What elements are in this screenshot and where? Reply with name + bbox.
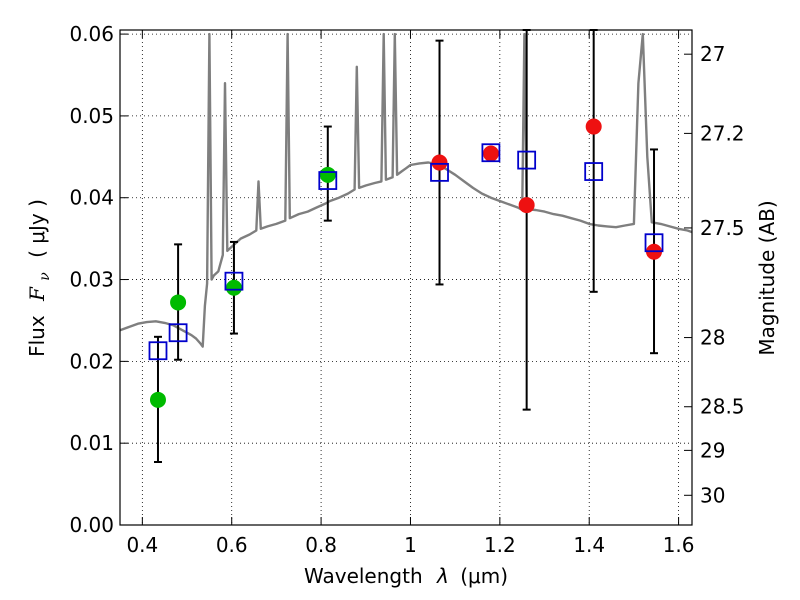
x-axis-label: Wavelength λ (μm) <box>304 564 508 588</box>
x-tick-label: 1.6 <box>663 533 695 557</box>
observed-flux-point <box>482 145 499 162</box>
right-tick-label: 27 <box>700 42 725 66</box>
observed-flux-point <box>149 391 166 408</box>
y-axis-label: Flux F ν ( μJy ) <box>25 199 54 357</box>
model-photometry-square <box>517 150 537 170</box>
observed-flux-point <box>431 154 448 171</box>
observed-flux-point <box>585 118 602 135</box>
y-tick-label: 0.02 <box>69 349 114 373</box>
observed-flux-point <box>225 279 242 296</box>
model-photometry-square <box>430 162 449 182</box>
x-tick-label: 1 <box>404 533 417 557</box>
right-tick-label: 30 <box>700 483 725 507</box>
y-tick-label: 0.03 <box>69 268 114 292</box>
right-tick-label: 28.5 <box>700 395 745 419</box>
model-photometry-square <box>168 323 188 343</box>
x-tick-label: 0.8 <box>305 533 337 557</box>
model-photometry-square <box>584 162 604 181</box>
right-tick-label: 29 <box>700 438 725 462</box>
observed-flux-point <box>170 294 187 311</box>
model-photometry-square <box>644 233 664 253</box>
plot-frame <box>119 29 693 526</box>
x-tick-label: 0.4 <box>126 533 158 557</box>
right-tick-label: 28 <box>700 326 725 350</box>
x-tick-label: 1.2 <box>484 533 516 557</box>
y-tick-label: 0.00 <box>69 513 114 537</box>
right-tick-label: 27.2 <box>700 121 745 145</box>
y-tick-label: 0.06 <box>69 22 114 46</box>
model-photometry-square <box>481 143 501 163</box>
model-photometry-square <box>148 341 168 361</box>
y-tick-label: 0.05 <box>69 104 114 128</box>
axes-ticks: 0.4 0.6 0.8 1 1.2 1.4 1.6 0.00 0.01 0.02 0.03 0.04 0… <box>69 22 744 557</box>
y-tick-label: 0.04 <box>69 186 114 210</box>
right-axis-label: Magnitude (AB) <box>755 200 779 355</box>
spectrum-line <box>120 32 692 348</box>
model-photometry-square <box>224 271 244 291</box>
model-photometry-square <box>318 171 338 190</box>
y-tick-label: 0.01 <box>69 431 114 455</box>
right-tick-label: 27.5 <box>700 216 745 240</box>
observed-flux-point <box>319 166 336 183</box>
observed-flux-point <box>518 197 535 214</box>
x-tick-label: 1.4 <box>573 533 605 557</box>
x-tick-label: 0.6 <box>216 533 248 557</box>
plot-area <box>120 29 692 463</box>
